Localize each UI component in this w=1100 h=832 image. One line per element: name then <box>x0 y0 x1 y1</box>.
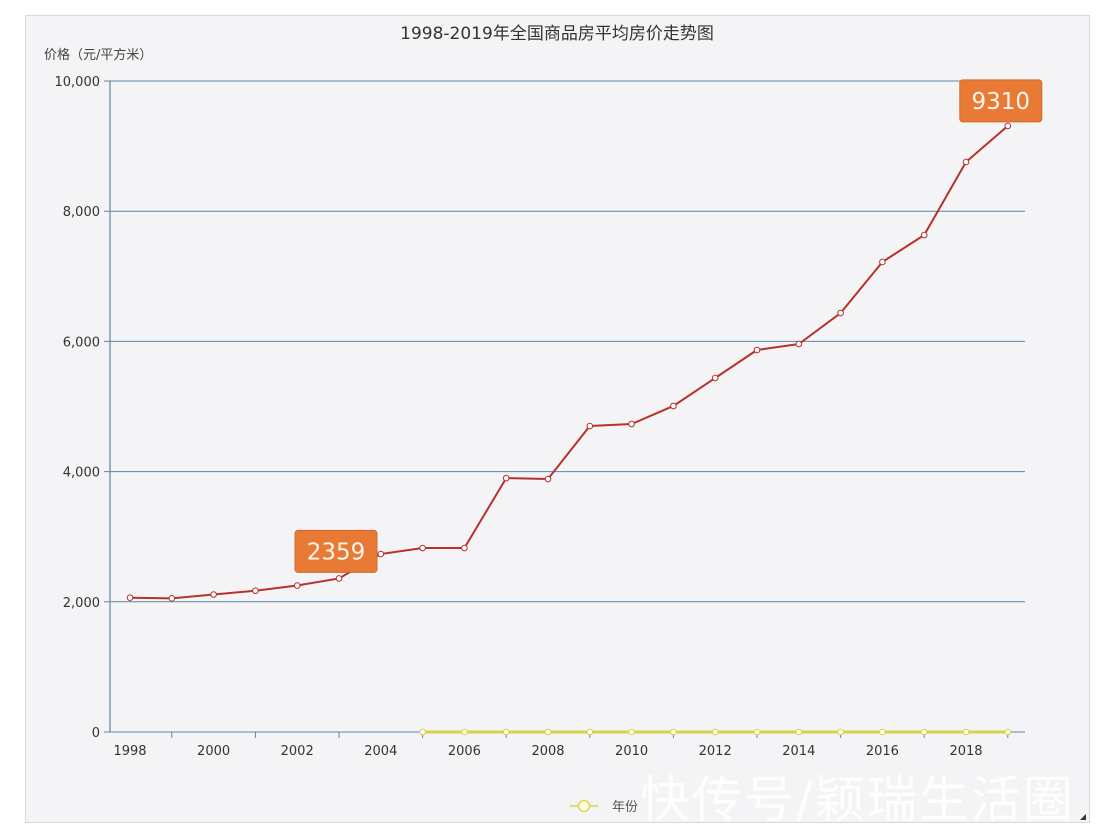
data-point <box>544 475 552 483</box>
y-axis-label: 价格（元/平方米） <box>44 47 152 63</box>
data-point <box>670 402 677 410</box>
resize-handle-icon[interactable] <box>1080 814 1086 820</box>
data-point <box>753 346 761 354</box>
x-tick-label: 1998 <box>113 744 146 759</box>
data-point <box>377 550 385 558</box>
data-point <box>1004 122 1012 130</box>
data-point <box>837 728 844 736</box>
data-point <box>502 474 510 482</box>
data-point <box>252 587 259 595</box>
legend-label: 年份 <box>612 800 638 815</box>
value-callout-label: 2359 <box>307 539 366 565</box>
x-tick-label: 2008 <box>531 744 564 759</box>
data-point <box>168 595 176 602</box>
value-callout <box>294 529 378 573</box>
y-tick-label: 6,000 <box>63 335 100 350</box>
data-point <box>210 591 217 598</box>
data-point <box>586 422 594 430</box>
x-tick-label: 2000 <box>197 744 230 759</box>
legend-marker <box>577 799 591 813</box>
data-point <box>419 544 426 552</box>
x-tick-label: 2004 <box>364 744 397 759</box>
x-tick-label: 2018 <box>949 744 982 759</box>
x-tick-label: 2010 <box>615 744 648 759</box>
data-point <box>711 374 719 382</box>
data-point <box>335 575 343 582</box>
y-tick-label: 2,000 <box>63 596 100 611</box>
y-tick-label: 8,000 <box>63 205 100 220</box>
chart-frame <box>25 15 1090 823</box>
data-point <box>586 728 594 736</box>
data-point <box>628 420 635 428</box>
watermark: 快传号/颖瑞生活圈 <box>640 771 1075 829</box>
data-point <box>962 158 970 166</box>
data-point <box>544 728 552 736</box>
value-callout <box>959 79 1043 123</box>
data-point <box>795 728 803 736</box>
data-point <box>670 728 677 736</box>
data-point <box>628 728 635 736</box>
x-tick-label: 2012 <box>699 744 732 759</box>
data-point <box>879 728 886 736</box>
data-point <box>461 544 468 552</box>
data-point <box>920 728 928 736</box>
data-point <box>879 258 886 266</box>
data-point <box>419 728 426 736</box>
x-tick-label: 2016 <box>866 744 899 759</box>
data-point <box>1004 728 1012 736</box>
data-point <box>711 728 719 736</box>
data-point <box>837 309 844 317</box>
y-tick-label: 4,000 <box>63 466 100 481</box>
x-tick-label: 2002 <box>281 744 314 759</box>
data-point <box>920 231 928 239</box>
data-point <box>126 594 134 601</box>
x-tick-label: 2006 <box>448 744 481 759</box>
x-tick-label: 2014 <box>782 744 815 759</box>
data-point <box>753 728 761 736</box>
chart-title: 1998-2019年全国商品房平均房价走势图 <box>400 24 714 44</box>
series-line-0 <box>129 125 1009 600</box>
y-tick-label: 10,000 <box>55 75 101 90</box>
data-point <box>461 728 468 736</box>
data-point <box>502 728 510 736</box>
y-tick-label: 0 <box>92 726 100 741</box>
data-point <box>293 582 301 589</box>
value-callout-label: 9310 <box>972 89 1031 115</box>
data-point <box>962 728 970 736</box>
data-point <box>795 340 803 348</box>
